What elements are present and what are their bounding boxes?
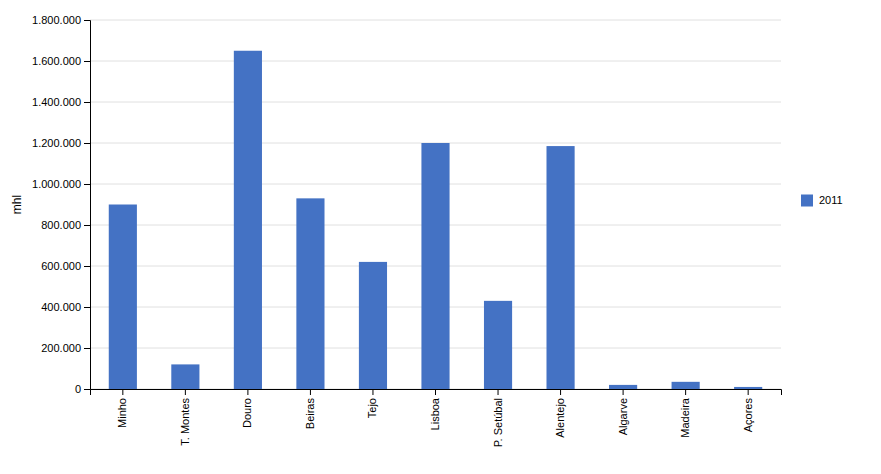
grid-line (90, 102, 781, 103)
y-axis-title: mhl (10, 195, 24, 214)
x-tick-label: Tejo (366, 398, 378, 418)
y-tick: 600.000 (41, 260, 90, 272)
x-tick-mark (310, 389, 311, 395)
y-tick: 800.000 (41, 219, 90, 231)
bar (234, 51, 262, 389)
y-tick-label: 400.000 (41, 301, 81, 313)
bar (484, 301, 512, 389)
x-tick-label: Madeira (679, 397, 691, 438)
x-tick-label: Beiras (304, 398, 316, 430)
x-tick: P. Setúbal (492, 389, 504, 447)
x-tick: Tejo (366, 389, 378, 418)
x-tick-mark (498, 389, 499, 395)
bar (546, 146, 574, 389)
bar (609, 385, 637, 389)
y-axis: 0 200.000 400.000 600.000 800.000 1.000.000 1.… (32, 14, 90, 395)
legend: 2011 (801, 194, 843, 206)
x-tick-mark (185, 389, 186, 395)
y-tick-mark (84, 184, 90, 185)
bar (109, 205, 137, 390)
x-tick: Douro (241, 389, 253, 428)
x-tick-mark (122, 389, 123, 395)
y-tick: 1.000.000 (32, 178, 90, 190)
x-tick-label: P. Setúbal (492, 398, 504, 447)
x-tick-label: Douro (241, 398, 253, 428)
x-tick: Alentejo (554, 389, 566, 438)
bar (672, 382, 700, 389)
x-tick: Açores (742, 389, 754, 432)
y-tick-label: 1.600.000 (32, 55, 81, 67)
x-tick-label: Algarve (617, 398, 629, 435)
y-tick-label: 1.400.000 (32, 96, 81, 108)
y-axis-line (84, 21, 91, 390)
plot: 0 200.000 400.000 600.000 800.000 1.000.000 1.… (32, 14, 781, 447)
y-tick-label: 200.000 (41, 342, 81, 354)
x-tick-mark (372, 389, 373, 395)
x-tick-mark (685, 389, 686, 395)
grid-line (90, 20, 781, 21)
bar (421, 143, 449, 389)
x-tick-mark (748, 389, 749, 395)
y-tick: 1.200.000 (32, 137, 90, 149)
x-tick: Lisboa (429, 389, 441, 430)
bar (171, 364, 199, 389)
x-tick-mark (623, 389, 624, 395)
y-tick-label: 1.000.000 (32, 178, 81, 190)
legend-swatch (801, 195, 813, 207)
y-tick-label: 1.800.000 (32, 14, 81, 26)
x-tick-mark (247, 389, 248, 395)
chart: 0 200.000 400.000 600.000 800.000 1.000.000 1.… (0, 0, 881, 474)
x-tick-label: T. Montes (179, 398, 191, 446)
y-tick-mark (84, 102, 90, 103)
y-tick-mark (84, 143, 90, 144)
bar (296, 198, 324, 389)
y-tick: 400.000 (41, 301, 90, 313)
bars (109, 51, 762, 389)
y-tick-mark (84, 307, 90, 308)
y-tick-mark (84, 389, 90, 390)
x-axis-line (91, 390, 782, 396)
legend-label: 2011 (819, 194, 843, 206)
y-tick: 1.800.000 (32, 14, 90, 26)
x-tick: Minho (116, 389, 128, 428)
x-tick-mark (560, 389, 561, 395)
x-tick-mark (435, 389, 436, 395)
y-tick-label: 1.200.000 (32, 137, 81, 149)
y-tick-label: 800.000 (41, 219, 81, 231)
y-tick-mark (84, 61, 90, 62)
y-tick: 1.600.000 (32, 55, 90, 67)
y-tick: 200.000 (41, 342, 90, 354)
y-tick-label: 0 (75, 383, 81, 395)
grid (90, 20, 781, 389)
y-tick-mark (84, 225, 90, 226)
legend-item: 2011 (801, 194, 843, 206)
x-tick-label: Lisboa (429, 397, 441, 430)
y-tick-mark (84, 266, 90, 267)
y-tick-label: 600.000 (41, 260, 81, 272)
x-tick-label: Alentejo (554, 398, 566, 438)
x-axis: Minho T. Montes Douro Beiras Tejo Lisboa P. Se… (91, 389, 782, 447)
x-tick-label: Açores (742, 398, 754, 433)
y-tick-mark (84, 20, 90, 21)
y-tick: 0 (75, 383, 90, 395)
x-tick: Algarve (617, 389, 629, 435)
x-tick: T. Montes (179, 389, 191, 446)
bar (734, 387, 762, 389)
x-tick-label: Minho (116, 398, 128, 428)
y-tick: 1.400.000 (32, 96, 90, 108)
y-tick-mark (84, 348, 90, 349)
x-tick: Beiras (304, 389, 316, 429)
x-tick: Madeira (679, 389, 691, 438)
bar (359, 262, 387, 389)
grid-line (90, 61, 781, 62)
